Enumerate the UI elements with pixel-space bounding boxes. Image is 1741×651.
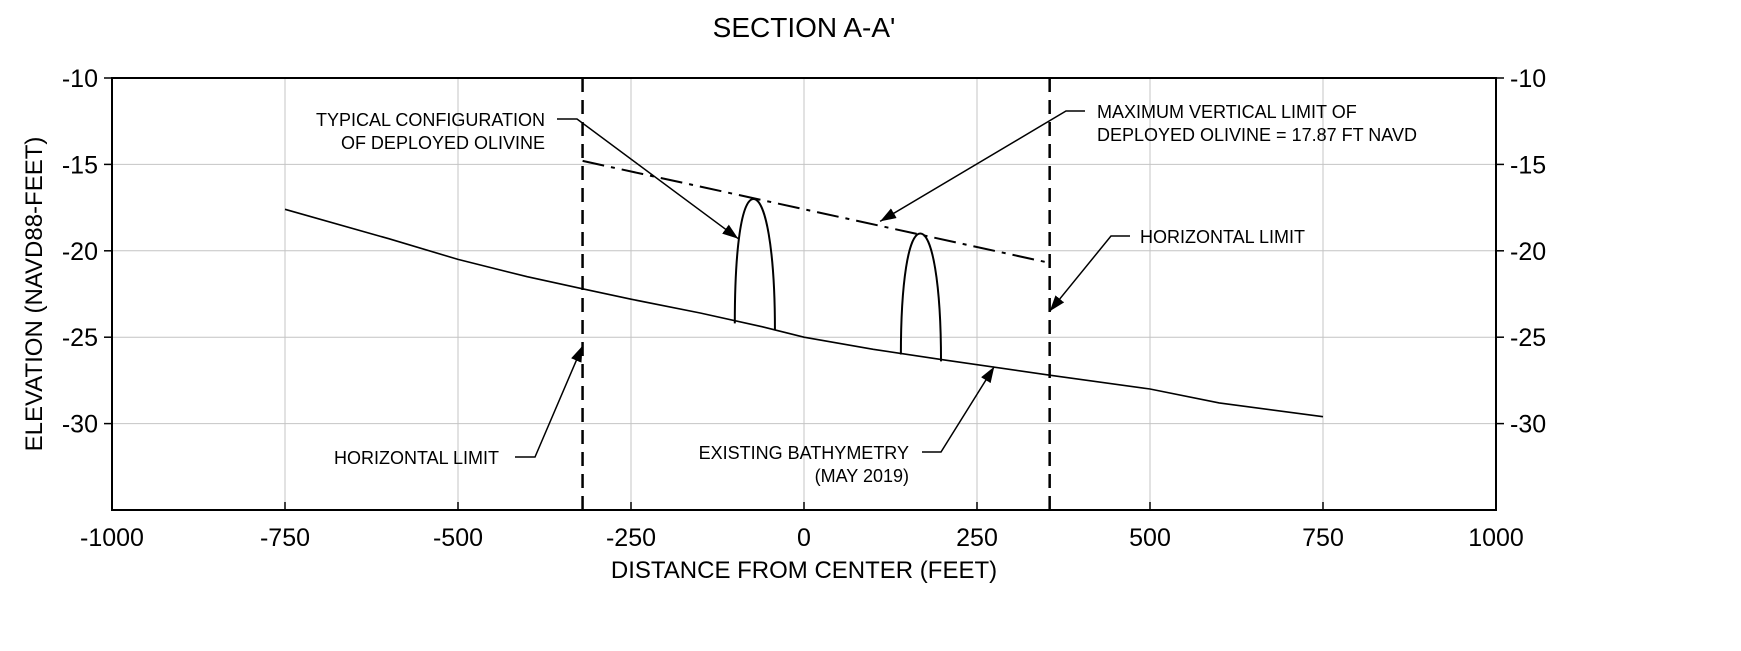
horizontal-limits xyxy=(581,78,1051,510)
annotation-leader xyxy=(922,366,995,453)
annotation-horizontal-limit-left: HORIZONTAL LIMIT xyxy=(334,345,584,468)
y-axis: -10 -10 -15 -15 -20 -20 -25 -25 -30 -30 xyxy=(62,65,1546,439)
annotation-text-line: EXISTING BATHYMETRY xyxy=(699,443,909,463)
series xyxy=(284,159,1324,418)
bathymetry-line xyxy=(284,208,1324,418)
x-tick-label: 250 xyxy=(956,524,998,552)
olivine-mound xyxy=(899,232,943,362)
y-tick-label: -10 xyxy=(62,65,98,93)
y-axis-label: ELEVATION (NAVD88-FEET) xyxy=(21,137,48,452)
annotation-text-line: OF DEPLOYED OLIVINE xyxy=(341,133,545,153)
x-tick-label: 0 xyxy=(797,524,811,552)
olivine-mounds xyxy=(733,197,943,362)
y-tick-label-right: -30 xyxy=(1510,411,1546,439)
x-axis-label: DISTANCE FROM CENTER (FEET) xyxy=(611,557,997,584)
annotation-text-line: HORIZONTAL LIMIT xyxy=(334,448,499,468)
annotation-text-line: DEPLOYED OLIVINE = 17.87 FT NAVD xyxy=(1097,125,1417,145)
annotation-horizontal-limit-right: HORIZONTAL LIMIT xyxy=(1049,227,1305,312)
x-tick-label: -500 xyxy=(433,524,483,552)
annotation-leader xyxy=(515,345,584,458)
annotation-leader xyxy=(1049,235,1130,312)
annotation-text-line: HORIZONTAL LIMIT xyxy=(1140,227,1305,247)
x-tick-label: -250 xyxy=(606,524,656,552)
annotation-text-line: MAXIMUM VERTICAL LIMIT OF xyxy=(1097,102,1357,122)
annotation-typical-configuration: TYPICAL CONFIGURATION OF DEPLOYED OLIVIN… xyxy=(316,110,739,240)
olivine-mound xyxy=(733,197,776,331)
annotation-existing-bathymetry: EXISTING BATHYMETRY (MAY 2019) xyxy=(699,366,995,486)
y-tick-label: -20 xyxy=(62,238,98,266)
annotation-text-line: (MAY 2019) xyxy=(815,466,909,486)
max-vertical-limit-line xyxy=(582,159,1050,264)
y-tick-label-right: -20 xyxy=(1510,238,1546,266)
x-tick-label: 500 xyxy=(1129,524,1171,552)
x-axis: -1000 -750 -500 -250 0 250 500 750 1000 xyxy=(80,502,1524,552)
y-tick-label-right: -10 xyxy=(1510,65,1546,93)
y-tick-label-right: -15 xyxy=(1510,151,1546,179)
annotation-leader xyxy=(557,118,739,240)
chart-title: SECTION A-A' xyxy=(713,12,896,43)
y-tick-label: -25 xyxy=(62,324,98,352)
annotation-text-line: TYPICAL CONFIGURATION xyxy=(316,110,545,130)
x-tick-label: -1000 xyxy=(80,524,144,552)
annotations: TYPICAL CONFIGURATION OF DEPLOYED OLIVIN… xyxy=(316,102,1417,486)
x-tick-label: 1000 xyxy=(1468,524,1524,552)
y-tick-label: -30 xyxy=(62,411,98,439)
x-tick-label: -750 xyxy=(260,524,310,552)
y-tick-label-right: -25 xyxy=(1510,324,1546,352)
annotation-leader xyxy=(879,110,1085,223)
grid xyxy=(112,78,1496,510)
x-tick-label: 750 xyxy=(1302,524,1344,552)
annotation-maximum-vertical-limit: MAXIMUM VERTICAL LIMIT OF DEPLOYED OLIVI… xyxy=(879,102,1417,223)
y-tick-label: -15 xyxy=(62,151,98,179)
